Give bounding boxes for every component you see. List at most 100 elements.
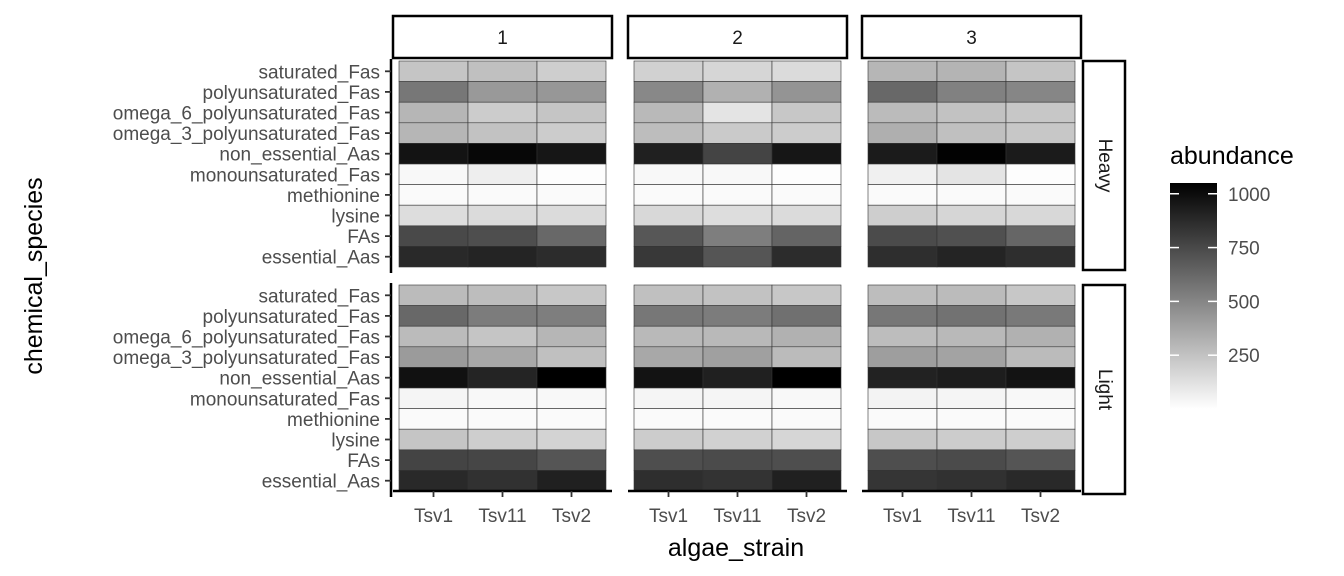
heatmap-cell: [936, 428, 1007, 451]
heatmap-cell: [467, 367, 538, 389]
heatmap-cell: [536, 305, 607, 327]
heatmap-cell: [771, 346, 842, 368]
heatmap-cell: [536, 325, 607, 348]
y-tick-label: omega_3_polyunsaturated_Fas: [113, 348, 380, 369]
heatmap-cell: [936, 387, 1007, 409]
heatmap-cell: [867, 204, 938, 227]
heatmap-cell: [1005, 284, 1076, 306]
heatmap-cell: [771, 387, 842, 409]
heatmap-cell: [633, 184, 704, 206]
heatmap-cell: [467, 305, 538, 327]
heatmap-cell: [1005, 470, 1076, 492]
y-tick-label: omega_6_polyunsaturated_Fas: [113, 328, 380, 349]
heatmap-cell: [867, 428, 938, 451]
heatmap-cell: [771, 470, 842, 492]
heatmap-cell: [771, 325, 842, 348]
heatmap-cell: [702, 305, 773, 327]
y-tick-label: non_essential_Aas: [219, 369, 380, 390]
heatmap-cell: [936, 60, 1007, 82]
heatmap-cell: [771, 184, 842, 206]
legend-title: abundance: [1170, 142, 1294, 170]
heatmap-cell: [867, 246, 938, 268]
x-axis-title: algae_strain: [668, 534, 804, 562]
heatmap-cell: [398, 367, 469, 389]
heatmap-cell: [467, 387, 538, 409]
heatmap-cell: [1005, 101, 1076, 124]
heatmap-cell: [467, 60, 538, 82]
y-tick-label: polyunsaturated_Fas: [203, 83, 380, 104]
heatmap-cell: [398, 284, 469, 306]
heatmap-cell: [936, 163, 1007, 185]
y-tick-label: saturated_Fas: [259, 286, 380, 307]
heatmap-cell: [398, 346, 469, 368]
heatmap-cell: [1005, 143, 1076, 165]
heatmap-cell: [867, 470, 938, 492]
heatmap-cell: [536, 143, 607, 165]
heatmap-cell: [702, 143, 773, 165]
y-axis-title: chemical_species: [20, 177, 48, 374]
heatmap-cell: [936, 284, 1007, 306]
heatmap-cell: [936, 470, 1007, 492]
facet-strip-column-label: 2: [732, 28, 743, 49]
heatmap-cell: [936, 346, 1007, 368]
heatmap-cell: [1005, 122, 1076, 144]
heatmap-cell: [936, 367, 1007, 389]
heatmap-cell: [771, 428, 842, 451]
x-tick-label: Tsv11: [713, 506, 761, 527]
heatmap-cell: [633, 246, 704, 268]
y-tick-label: saturated_Fas: [259, 62, 380, 83]
heatmap-cell: [467, 143, 538, 165]
facet-strip-column: [391, 14, 614, 60]
heatmap-cell: [398, 428, 469, 451]
heatmap-cell: [398, 246, 469, 268]
heatmap-cell: [771, 143, 842, 165]
heatmap-cell: [398, 81, 469, 103]
heatmap-cell: [771, 284, 842, 306]
heatmap-cell: [467, 101, 538, 124]
heatmap-cell: [936, 143, 1007, 165]
y-tick-label: omega_6_polyunsaturated_Fas: [113, 104, 380, 125]
heatmap-cell: [867, 60, 938, 82]
heatmap-cell: [936, 81, 1007, 103]
heatmap-cell: [867, 101, 938, 124]
heatmap-cell: [936, 246, 1007, 268]
heatmap-cell: [1005, 60, 1076, 82]
heatmap-cell: [867, 81, 938, 103]
heatmap-cell: [536, 367, 607, 389]
heatmap-cell: [867, 122, 938, 144]
heatmap-cell: [633, 305, 704, 327]
x-tick-label: Tsv11: [478, 506, 526, 527]
heatmap-cell: [702, 184, 773, 206]
y-tick-label: polyunsaturated_Fas: [203, 307, 380, 328]
heatmap-cell: [702, 428, 773, 451]
heatmap-cell: [867, 408, 938, 430]
facet-strip-row-label: Light: [1094, 369, 1115, 411]
heatmap-cell: [633, 60, 704, 82]
heatmap-cell: [467, 204, 538, 227]
heatmap-cell: [536, 163, 607, 185]
y-tick-label: essential_Aas: [262, 248, 380, 269]
heatmap-cell: [867, 367, 938, 389]
panel-3-heavy: [867, 60, 1076, 268]
panel-2-light: [633, 284, 842, 492]
facet-strip-row: [1081, 283, 1127, 496]
heatmap-cell: [1005, 346, 1076, 368]
heatmap-cell: [633, 367, 704, 389]
heatmap-cell: [633, 81, 704, 103]
heatmap-cell: [702, 346, 773, 368]
facet-strip-column: [626, 14, 849, 60]
heatmap-cell: [1005, 81, 1076, 103]
heatmap-cell: [633, 204, 704, 227]
heatmap-cell: [398, 184, 469, 206]
heatmap-cell: [702, 204, 773, 227]
heatmap-cell: [467, 408, 538, 430]
heatmap-cell: [702, 246, 773, 268]
heatmap-cell: [936, 225, 1007, 247]
panel-1-light: [398, 284, 607, 492]
heatmap-cell: [398, 101, 469, 124]
heatmap-cell: [771, 204, 842, 227]
y-tick-label: FAs: [347, 227, 380, 248]
heatmap-cell: [936, 325, 1007, 348]
heatmap-cell: [467, 470, 538, 492]
legend-tick-label: 750: [1228, 239, 1260, 260]
